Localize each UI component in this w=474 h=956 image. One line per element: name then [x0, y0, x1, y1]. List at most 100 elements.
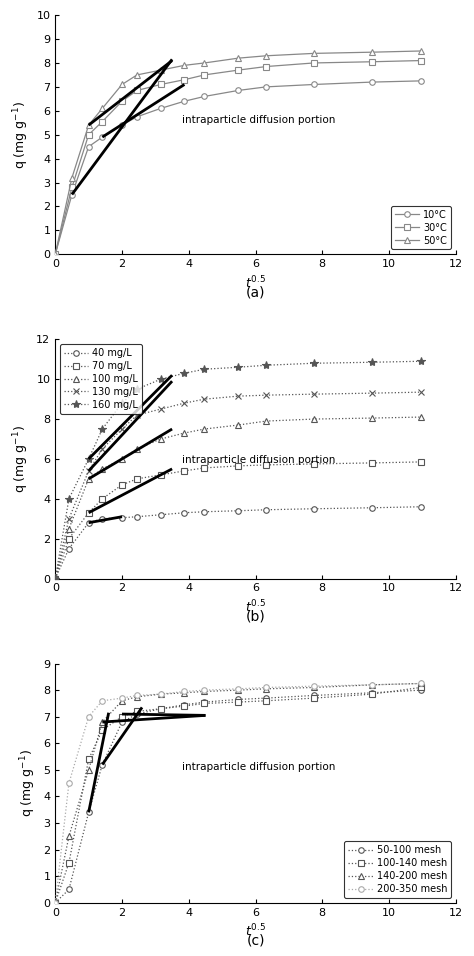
- 200-350 mesh: [311, 681, 317, 692]
- 130 mg/L: [134, 409, 140, 421]
- 140-200 mesh: [100, 716, 105, 728]
- Text: intraparticle diffusion portion: intraparticle diffusion portion: [182, 115, 336, 124]
- 50°C: [53, 249, 58, 260]
- 200-350 mesh: [100, 695, 105, 706]
- 130 mg/L: [182, 398, 187, 409]
- 50-100 mesh: [53, 897, 58, 908]
- 140-200 mesh: [182, 687, 187, 699]
- Line: 50-100 mesh: 50-100 mesh: [53, 687, 424, 905]
- 160 mg/L: [100, 424, 105, 435]
- 100-140 mesh: [134, 706, 140, 717]
- 10°C: [119, 120, 125, 131]
- 50°C: [86, 120, 91, 131]
- 30°C: [69, 182, 75, 193]
- 30°C: [158, 78, 164, 90]
- Text: intraparticle diffusion portion: intraparticle diffusion portion: [182, 455, 336, 465]
- 140-200 mesh: [311, 682, 317, 693]
- Legend: 40 mg/L, 70 mg/L, 100 mg/L, 130 mg/L, 160 mg/L: 40 mg/L, 70 mg/L, 100 mg/L, 130 mg/L, 16…: [60, 344, 142, 414]
- 10°C: [235, 85, 241, 97]
- 50-100 mesh: [418, 684, 424, 696]
- 100-140 mesh: [86, 753, 91, 765]
- Line: 160 mg/L: 160 mg/L: [51, 358, 425, 583]
- 200-350 mesh: [369, 679, 375, 690]
- Line: 140-200 mesh: 140-200 mesh: [53, 681, 424, 905]
- 40 mg/L: [86, 517, 91, 529]
- Line: 100 mg/L: 100 mg/L: [53, 414, 424, 581]
- 70 mg/L: [369, 457, 375, 468]
- 100 mg/L: [369, 412, 375, 424]
- Line: 70 mg/L: 70 mg/L: [53, 459, 424, 581]
- 70 mg/L: [201, 462, 207, 473]
- Line: 100-140 mesh: 100-140 mesh: [53, 684, 424, 905]
- 130 mg/L: [119, 424, 125, 435]
- 50°C: [182, 59, 187, 71]
- 100-140 mesh: [369, 688, 375, 700]
- 50-100 mesh: [158, 703, 164, 714]
- 10°C: [418, 76, 424, 87]
- 40 mg/L: [235, 505, 241, 516]
- 100-140 mesh: [66, 858, 72, 869]
- 130 mg/L: [311, 388, 317, 400]
- 50°C: [235, 53, 241, 64]
- 70 mg/L: [134, 473, 140, 485]
- Line: 50°C: 50°C: [53, 48, 424, 257]
- Line: 10°C: 10°C: [53, 78, 424, 257]
- 130 mg/L: [53, 573, 58, 584]
- 50°C: [418, 45, 424, 56]
- 40 mg/L: [182, 507, 187, 518]
- 40 mg/L: [66, 543, 72, 554]
- 30°C: [182, 74, 187, 85]
- 130 mg/L: [369, 387, 375, 399]
- 200-350 mesh: [264, 682, 269, 693]
- 10°C: [158, 102, 164, 114]
- 30°C: [235, 64, 241, 76]
- 160 mg/L: [311, 358, 317, 369]
- 50-100 mesh: [119, 716, 125, 728]
- Text: (c): (c): [246, 934, 265, 947]
- 70 mg/L: [311, 458, 317, 469]
- 130 mg/L: [66, 513, 72, 525]
- 30°C: [134, 85, 140, 97]
- 160 mg/L: [86, 453, 91, 465]
- 10°C: [264, 81, 269, 93]
- 100-140 mesh: [235, 696, 241, 707]
- Legend: 50-100 mesh, 100-140 mesh, 140-200 mesh, 200-350 mesh: 50-100 mesh, 100-140 mesh, 140-200 mesh,…: [345, 841, 451, 898]
- 130 mg/L: [100, 444, 105, 455]
- 200-350 mesh: [235, 684, 241, 695]
- Line: 40 mg/L: 40 mg/L: [53, 504, 424, 581]
- 30°C: [311, 57, 317, 69]
- 10°C: [100, 131, 105, 142]
- 10°C: [369, 76, 375, 88]
- 160 mg/L: [201, 363, 207, 375]
- 50°C: [100, 102, 105, 114]
- 50°C: [311, 48, 317, 59]
- 30°C: [264, 61, 269, 73]
- 40 mg/L: [119, 512, 125, 524]
- 50°C: [369, 47, 375, 58]
- 50°C: [69, 172, 75, 184]
- 100 mg/L: [201, 424, 207, 435]
- 10°C: [53, 249, 58, 260]
- 40 mg/L: [53, 573, 58, 584]
- 140-200 mesh: [86, 764, 91, 775]
- 10°C: [201, 91, 207, 102]
- X-axis label: $t^{0.5}$: $t^{0.5}$: [245, 274, 266, 292]
- Text: (b): (b): [246, 610, 265, 623]
- 100 mg/L: [66, 523, 72, 534]
- 40 mg/L: [134, 511, 140, 523]
- 100 mg/L: [311, 413, 317, 424]
- 70 mg/L: [66, 532, 72, 544]
- 140-200 mesh: [134, 691, 140, 703]
- 70 mg/L: [418, 456, 424, 467]
- 70 mg/L: [86, 507, 91, 518]
- 50°C: [158, 64, 164, 76]
- 130 mg/L: [264, 389, 269, 401]
- 70 mg/L: [158, 469, 164, 481]
- Y-axis label: q (mg g$^{-1}$): q (mg g$^{-1}$): [18, 750, 38, 817]
- 40 mg/L: [201, 506, 207, 517]
- 200-350 mesh: [201, 684, 207, 696]
- 70 mg/L: [264, 459, 269, 470]
- 100 mg/L: [158, 433, 164, 445]
- 40 mg/L: [418, 501, 424, 512]
- 100-140 mesh: [158, 703, 164, 714]
